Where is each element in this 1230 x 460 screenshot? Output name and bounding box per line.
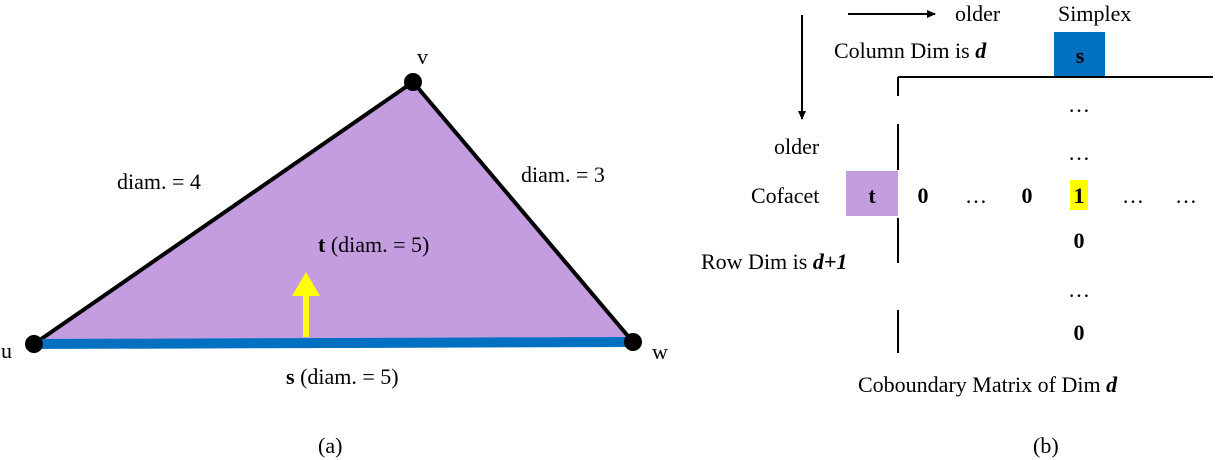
simplex-box bbox=[1054, 32, 1105, 77]
simplex-header: Simplex bbox=[1058, 1, 1131, 26]
row-entry: 0 bbox=[918, 183, 929, 208]
edge-vw bbox=[411, 80, 635, 344]
arrow-up-icon bbox=[292, 272, 320, 337]
row-entry: … bbox=[965, 183, 987, 208]
column-entry: … bbox=[1068, 277, 1090, 302]
triangle-face-t bbox=[34, 82, 633, 344]
row-entry: 0 bbox=[1022, 183, 1033, 208]
vertex-w-label: w bbox=[652, 339, 668, 364]
column-order-label: older bbox=[955, 1, 1001, 26]
row-entry: 1 bbox=[1074, 183, 1085, 208]
matrix-caption: Coboundary Matrix of Dim d bbox=[858, 372, 1118, 397]
cofacet-label: Cofacet bbox=[751, 183, 819, 208]
vertex-w bbox=[624, 333, 642, 351]
column-entry: … bbox=[1068, 140, 1090, 165]
vertex-u-label: u bbox=[1, 338, 12, 363]
edge-vw-diameter-label: diam. = 3 bbox=[521, 162, 605, 187]
panel-b-caption: (b) bbox=[1033, 433, 1059, 458]
simplex-box-label: s bbox=[1076, 43, 1085, 68]
vertex-u bbox=[25, 335, 43, 353]
edge-uv bbox=[32, 80, 415, 346]
row-entries: 0 … 0 1 … … bbox=[918, 183, 1198, 208]
row-entry: … bbox=[1122, 183, 1144, 208]
face-t-label: t (diam. = 5) bbox=[318, 232, 429, 257]
row-order-label: older bbox=[774, 134, 820, 159]
cofacet-box bbox=[846, 171, 898, 216]
cofacet-box-label: t bbox=[868, 183, 876, 208]
column-entries: … … 0 … 0 bbox=[1068, 92, 1090, 345]
edge-uw-simplex-s bbox=[33, 337, 634, 349]
entry-highlight bbox=[1070, 180, 1088, 210]
column-entry: 0 bbox=[1074, 228, 1085, 253]
edge-uv-diameter-label: diam. = 4 bbox=[117, 169, 201, 194]
panel-b: older older Simplex Column Dim is d s Co… bbox=[701, 1, 1213, 458]
row-dim-label: Row Dim is d+1 bbox=[701, 249, 847, 274]
row-entry: … bbox=[1175, 183, 1197, 208]
vertex-v-label: v bbox=[417, 44, 428, 69]
column-dim-label: Column Dim is d bbox=[834, 38, 987, 63]
edge-s-label: s (diam. = 5) bbox=[286, 364, 399, 389]
column-entry: … bbox=[1068, 92, 1090, 117]
column-entry: 0 bbox=[1074, 320, 1085, 345]
panel-a-caption: (a) bbox=[318, 433, 342, 458]
panel-a: u v w diam. = 4 diam. = 3 t (diam. = 5) … bbox=[1, 44, 668, 458]
vertex-v bbox=[404, 73, 422, 91]
